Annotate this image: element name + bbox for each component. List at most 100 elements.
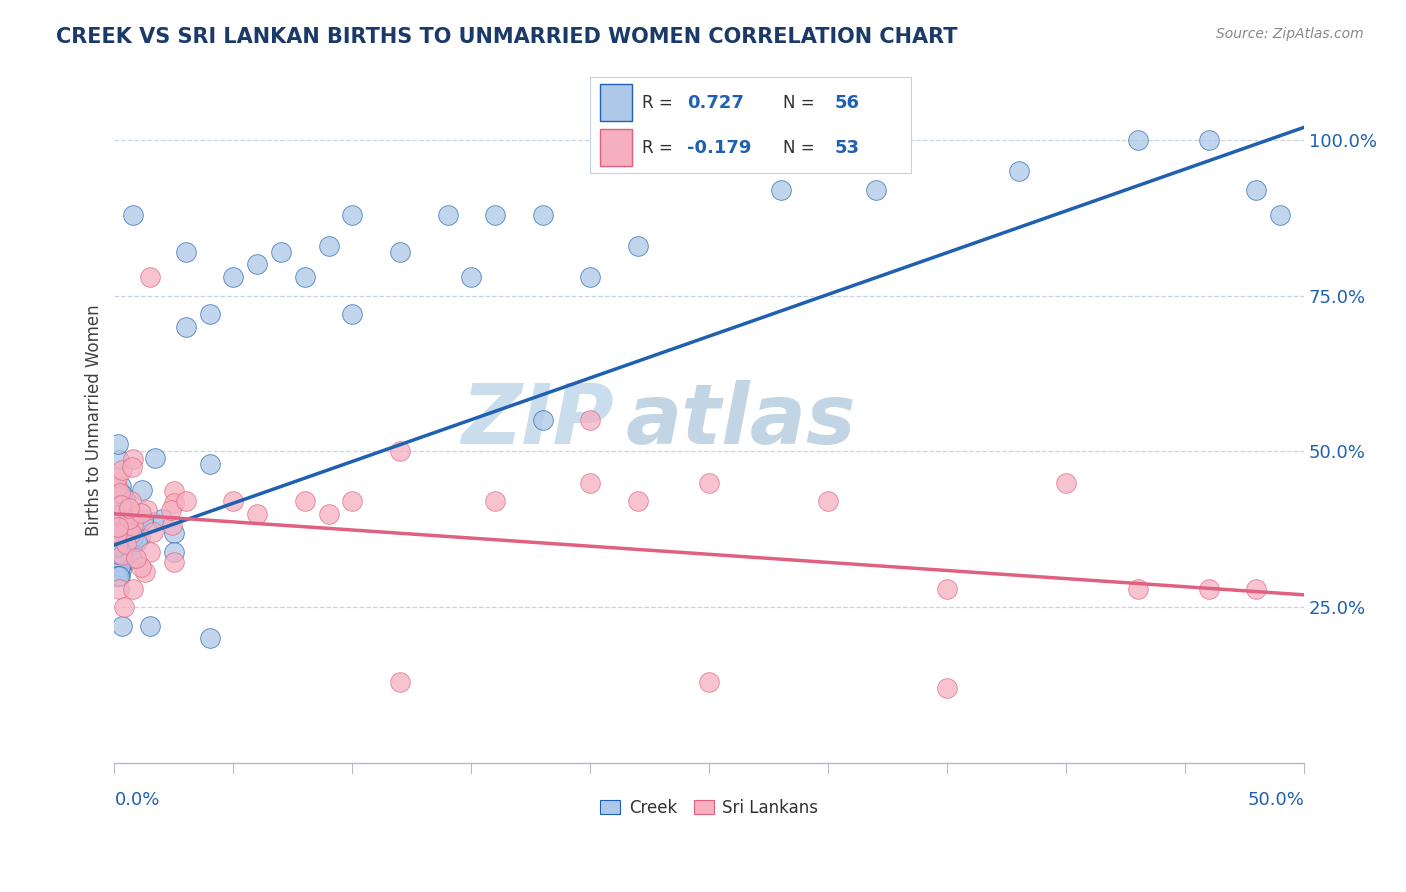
Point: [174, 494, 197, 508]
Point: [110, 508, 132, 522]
Point: [436, 208, 458, 222]
Point: [163, 483, 186, 498]
Point: [105, 539, 128, 553]
Point: [246, 257, 269, 271]
Point: [139, 619, 162, 633]
Point: [118, 501, 141, 516]
Point: [107, 519, 129, 533]
Point: [936, 681, 959, 696]
Point: [627, 238, 650, 252]
Text: 50.0%: 50.0%: [1247, 790, 1305, 808]
Point: [531, 208, 554, 222]
Y-axis label: Births to Unmarried Women: Births to Unmarried Women: [86, 304, 103, 536]
Point: [105, 569, 128, 583]
Point: [122, 530, 145, 544]
Point: [107, 547, 129, 561]
Point: [697, 475, 720, 490]
Point: [1246, 183, 1268, 197]
Point: [122, 208, 145, 222]
Point: [160, 503, 183, 517]
Legend: Creek, Sri Lankans: Creek, Sri Lankans: [593, 792, 825, 823]
Point: [163, 496, 186, 510]
Point: [484, 208, 506, 222]
Point: [579, 269, 602, 284]
Point: [129, 530, 152, 544]
Point: [160, 518, 183, 533]
Point: [342, 208, 364, 222]
Point: [110, 619, 132, 633]
Text: ZIP: ZIP: [461, 380, 614, 461]
Point: [122, 451, 145, 466]
Point: [388, 244, 411, 259]
Point: [122, 582, 145, 596]
Text: 0.0%: 0.0%: [114, 790, 160, 808]
Point: [150, 512, 173, 526]
Point: [108, 486, 131, 500]
Point: [769, 183, 792, 197]
Point: [198, 307, 221, 321]
Point: [105, 480, 128, 494]
Point: [1126, 133, 1149, 147]
Point: [110, 478, 132, 492]
Point: [108, 524, 131, 539]
Point: [105, 529, 128, 543]
Point: [121, 518, 143, 533]
Point: [108, 452, 131, 467]
Text: CREEK VS SRI LANKAN BIRTHS TO UNMARRIED WOMEN CORRELATION CHART: CREEK VS SRI LANKAN BIRTHS TO UNMARRIED …: [56, 27, 957, 46]
Point: [342, 307, 364, 321]
Point: [111, 549, 134, 563]
Point: [127, 534, 149, 549]
Point: [115, 519, 138, 533]
Point: [163, 525, 186, 540]
Point: [121, 533, 143, 547]
Point: [117, 548, 139, 562]
Point: [114, 491, 136, 506]
Point: [131, 483, 153, 497]
Point: [105, 525, 128, 540]
Point: [579, 413, 602, 427]
Point: [579, 475, 602, 490]
Point: [163, 555, 186, 569]
Point: [107, 526, 129, 541]
Point: [110, 569, 132, 583]
Point: [484, 494, 506, 508]
Point: [107, 569, 129, 583]
Text: Source: ZipAtlas.com: Source: ZipAtlas.com: [1216, 27, 1364, 41]
Point: [1007, 164, 1029, 178]
Point: [139, 269, 162, 284]
Point: [342, 494, 364, 508]
Point: [1126, 582, 1149, 596]
Point: [388, 675, 411, 690]
Point: [108, 560, 131, 574]
Point: [139, 545, 162, 559]
Point: [142, 525, 165, 540]
Point: [120, 552, 142, 566]
Point: [112, 600, 135, 615]
Point: [1270, 208, 1292, 222]
Point: [108, 582, 131, 596]
Point: [120, 526, 142, 541]
Point: [1198, 133, 1220, 147]
Point: [460, 269, 482, 284]
Point: [174, 244, 197, 259]
Point: [105, 508, 128, 522]
Text: atlas: atlas: [626, 380, 856, 461]
Point: [1246, 582, 1268, 596]
Point: [270, 244, 292, 259]
Point: [531, 413, 554, 427]
Point: [111, 487, 134, 501]
Point: [131, 559, 153, 574]
Point: [198, 457, 221, 471]
Point: [107, 520, 129, 534]
Point: [110, 500, 132, 514]
Point: [246, 507, 269, 521]
Point: [132, 513, 155, 527]
Point: [936, 582, 959, 596]
Point: [129, 506, 152, 520]
Point: [1054, 475, 1077, 490]
Point: [143, 450, 166, 465]
Point: [105, 555, 128, 569]
Point: [222, 494, 245, 508]
Point: [136, 502, 159, 516]
Point: [294, 269, 316, 284]
